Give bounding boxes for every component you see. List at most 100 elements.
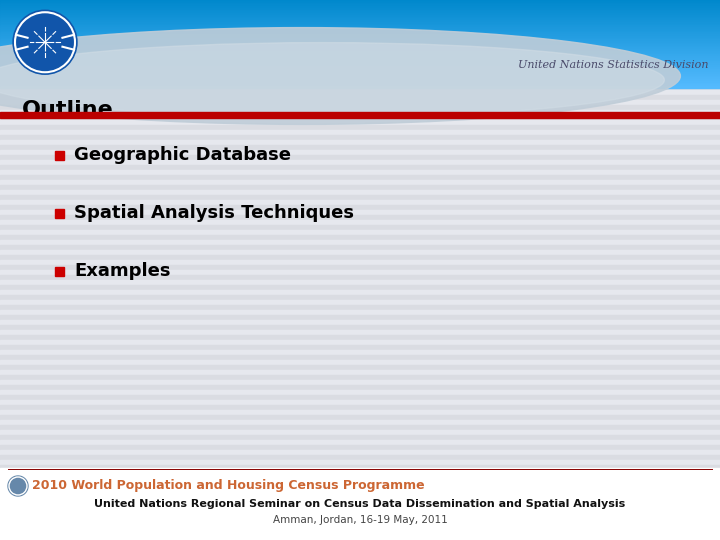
Bar [0, 50, 720, 52]
Bar [0, 335, 720, 340]
Bar [0, 63, 720, 65]
Bar [0, 285, 720, 290]
Bar [0, 450, 720, 455]
Bar [0, 40, 720, 45]
Bar [0, 76, 720, 77]
Bar [0, 19, 720, 21]
Bar [0, 410, 720, 415]
Bar [0, 515, 720, 520]
Bar [0, 28, 720, 30]
Bar [55, 208, 64, 218]
Bar [0, 81, 720, 83]
Bar [0, 84, 720, 86]
Bar [0, 26, 720, 28]
Bar [0, 95, 720, 100]
Bar [0, 85, 720, 90]
Bar [0, 260, 720, 265]
Bar [0, 59, 720, 60]
Bar [0, 7, 720, 9]
Bar [0, 43, 720, 45]
Bar [0, 16, 720, 18]
Bar [0, 365, 720, 370]
Bar [0, 5, 720, 7]
Bar [0, 45, 720, 46]
Bar [0, 74, 720, 76]
Bar [0, 425, 720, 430]
Bar [0, 125, 720, 130]
Bar [0, 25, 720, 30]
Bar [0, 32, 720, 35]
Bar [0, 155, 720, 160]
Bar [0, 13, 720, 15]
Bar [0, 21, 720, 23]
Bar [0, 220, 720, 225]
Bar [0, 225, 720, 230]
Bar [0, 530, 720, 535]
Bar [0, 10, 720, 11]
Bar [0, 62, 720, 64]
Bar [0, 435, 720, 440]
Bar [0, 82, 720, 84]
Bar [0, 70, 720, 72]
Bar [0, 385, 720, 390]
Bar [0, 195, 720, 200]
Text: United Nations Statistics Division: United Nations Statistics Division [518, 60, 708, 70]
Text: Amman, Jordan, 16-19 May, 2011: Amman, Jordan, 16-19 May, 2011 [273, 515, 447, 525]
Bar [0, 360, 720, 365]
Bar [0, 41, 720, 43]
Bar [0, 68, 720, 70]
Bar [0, 69, 720, 70]
Bar [0, 210, 720, 215]
Bar [0, 245, 720, 250]
Bar [0, 20, 720, 22]
Bar [0, 77, 720, 79]
Text: Spatial Analysis Techniques: Spatial Analysis Techniques [74, 204, 354, 222]
Bar [0, 185, 720, 190]
Bar [0, 400, 720, 405]
Bar [0, 175, 720, 180]
Bar [0, 10, 720, 15]
Bar [0, 46, 720, 49]
Bar [0, 100, 720, 105]
Bar [0, 45, 720, 50]
Bar [0, 77, 720, 78]
Bar [0, 3, 720, 5]
Bar [0, 20, 720, 25]
Text: 2010 World Population and Housing Census Programme: 2010 World Population and Housing Census… [32, 480, 425, 492]
Bar [0, 265, 720, 270]
Bar [0, 39, 720, 42]
Bar [0, 10, 720, 12]
Bar [0, 240, 720, 245]
Bar [0, 17, 720, 18]
Bar [0, 340, 720, 345]
Bar [0, 468, 720, 540]
Bar [0, 275, 720, 280]
Bar [0, 67, 720, 69]
Bar [0, 445, 720, 450]
Bar [0, 53, 720, 56]
Bar [0, 33, 720, 35]
Bar [0, 145, 720, 150]
Bar [0, 53, 720, 55]
Bar [0, 8, 720, 10]
Text: United Nations Regional Seminar on Census Data Dissemination and Spatial Analysi: United Nations Regional Seminar on Censu… [94, 499, 626, 509]
Bar [55, 267, 64, 275]
Bar [0, 495, 720, 500]
Bar [0, 52, 720, 53]
Bar [0, 2, 720, 4]
Bar [0, 64, 720, 66]
Bar [0, 115, 720, 120]
Bar [0, 80, 720, 82]
Bar [0, 320, 720, 325]
Text: Examples: Examples [74, 262, 171, 280]
Circle shape [13, 10, 77, 74]
Bar [0, 56, 720, 58]
Bar [0, 375, 720, 380]
Bar [0, 31, 720, 33]
Bar [0, 50, 720, 55]
Bar [0, 60, 720, 63]
Bar [0, 18, 720, 20]
Bar [0, 70, 720, 71]
Bar [0, 380, 720, 385]
Bar [0, 75, 720, 77]
